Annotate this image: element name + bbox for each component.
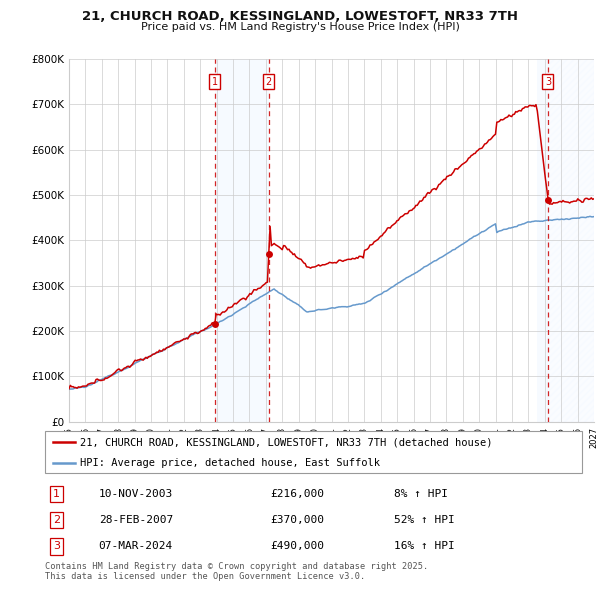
Text: Price paid vs. HM Land Registry's House Price Index (HPI): Price paid vs. HM Land Registry's House … bbox=[140, 22, 460, 32]
Text: 1: 1 bbox=[211, 77, 218, 87]
Text: 3: 3 bbox=[545, 77, 551, 87]
Text: 3: 3 bbox=[53, 542, 61, 552]
Text: £216,000: £216,000 bbox=[271, 489, 325, 499]
Text: 1: 1 bbox=[53, 489, 61, 499]
Text: 10-NOV-2003: 10-NOV-2003 bbox=[98, 489, 173, 499]
Text: 2: 2 bbox=[53, 515, 61, 525]
Bar bbox=[548, 59, 594, 422]
Text: 21, CHURCH ROAD, KESSINGLAND, LOWESTOFT, NR33 7TH: 21, CHURCH ROAD, KESSINGLAND, LOWESTOFT,… bbox=[82, 10, 518, 23]
FancyBboxPatch shape bbox=[45, 431, 582, 473]
Text: 8% ↑ HPI: 8% ↑ HPI bbox=[394, 489, 448, 499]
Text: 2: 2 bbox=[266, 77, 272, 87]
Bar bbox=[215, 59, 269, 422]
Text: 52% ↑ HPI: 52% ↑ HPI bbox=[394, 515, 455, 525]
Text: This data is licensed under the Open Government Licence v3.0.: This data is licensed under the Open Gov… bbox=[45, 572, 365, 581]
Bar bbox=[536, 59, 548, 422]
Text: 28-FEB-2007: 28-FEB-2007 bbox=[98, 515, 173, 525]
Text: £370,000: £370,000 bbox=[271, 515, 325, 525]
Text: 07-MAR-2024: 07-MAR-2024 bbox=[98, 542, 173, 552]
Text: HPI: Average price, detached house, East Suffolk: HPI: Average price, detached house, East… bbox=[80, 458, 380, 467]
Text: 21, CHURCH ROAD, KESSINGLAND, LOWESTOFT, NR33 7TH (detached house): 21, CHURCH ROAD, KESSINGLAND, LOWESTOFT,… bbox=[80, 437, 493, 447]
Text: 16% ↑ HPI: 16% ↑ HPI bbox=[394, 542, 455, 552]
Text: Contains HM Land Registry data © Crown copyright and database right 2025.: Contains HM Land Registry data © Crown c… bbox=[45, 562, 428, 571]
Text: £490,000: £490,000 bbox=[271, 542, 325, 552]
